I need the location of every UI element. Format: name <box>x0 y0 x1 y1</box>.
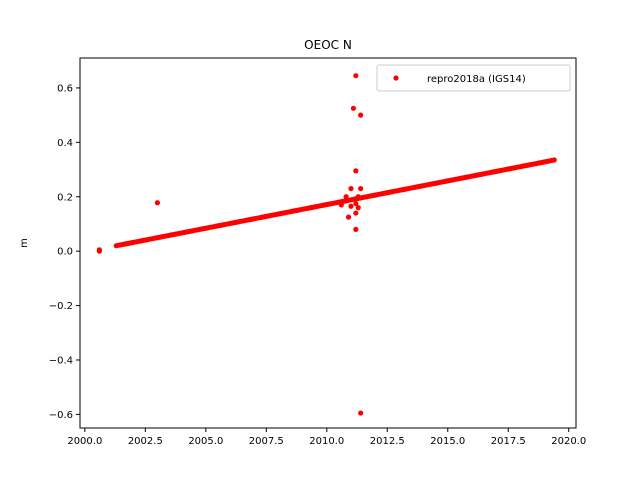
y-tick-label: 0.2 <box>57 192 73 203</box>
legend-box <box>376 64 571 92</box>
outlier-point <box>353 168 359 174</box>
y-tick-label: 0.4 <box>57 138 73 149</box>
outlier-point <box>355 194 361 200</box>
x-tick-label: 2015.0 <box>430 436 465 447</box>
y-tick-label: 0.0 <box>57 247 73 258</box>
outlier-point <box>338 202 344 208</box>
data-points <box>96 73 557 416</box>
x-tick-label: 2000.0 <box>67 436 102 447</box>
outlier-point <box>353 200 359 207</box>
outlier-point <box>350 105 356 111</box>
y-tick-label: −0.2 <box>49 301 73 312</box>
x-tick-label: 2020.0 <box>551 436 586 447</box>
y-tick-label: −0.4 <box>49 355 73 366</box>
outlier-point <box>353 210 359 216</box>
outlier-point <box>358 185 364 192</box>
x-tick-label: 2010.0 <box>309 436 344 447</box>
x-tick-label: 2002.5 <box>128 436 163 447</box>
outlier-point <box>345 214 352 220</box>
x-axis-ticks: 2000.0 2002.5 2005.0 2007.5 2010.0 2012.5 2015… <box>67 428 586 447</box>
x-tick-label: 2017.5 <box>491 436 526 447</box>
data-point <box>551 157 557 163</box>
outlier-point <box>353 73 359 79</box>
outlier-point <box>154 200 161 206</box>
chart-title: OEOC N <box>304 38 352 52</box>
x-tick-label: 2005.0 <box>188 436 223 447</box>
outlier-point <box>358 112 364 118</box>
outlier-point <box>348 203 354 209</box>
outlier-point <box>96 247 102 253</box>
outlier-point <box>343 194 349 200</box>
x-tick-label: 2012.5 <box>370 436 405 447</box>
y-axis-ticks: −0.6 −0.4 −0.2 0.0 0.2 0.4 0.6 <box>49 83 80 421</box>
legend-marker <box>393 75 399 81</box>
plot-frame <box>79 57 577 429</box>
outlier-point <box>348 185 354 192</box>
y-axis-label: m <box>19 238 30 248</box>
outlier-point <box>355 205 361 211</box>
y-tick-label: 0.6 <box>57 83 73 94</box>
y-tick-label: −0.6 <box>49 410 73 421</box>
legend: repro2018a (IGS14) <box>376 64 571 92</box>
outlier-point <box>353 226 359 232</box>
x-tick-label: 2007.5 <box>249 436 284 447</box>
outlier-point <box>358 410 364 416</box>
legend-label: repro2018a (IGS14) <box>427 74 526 85</box>
